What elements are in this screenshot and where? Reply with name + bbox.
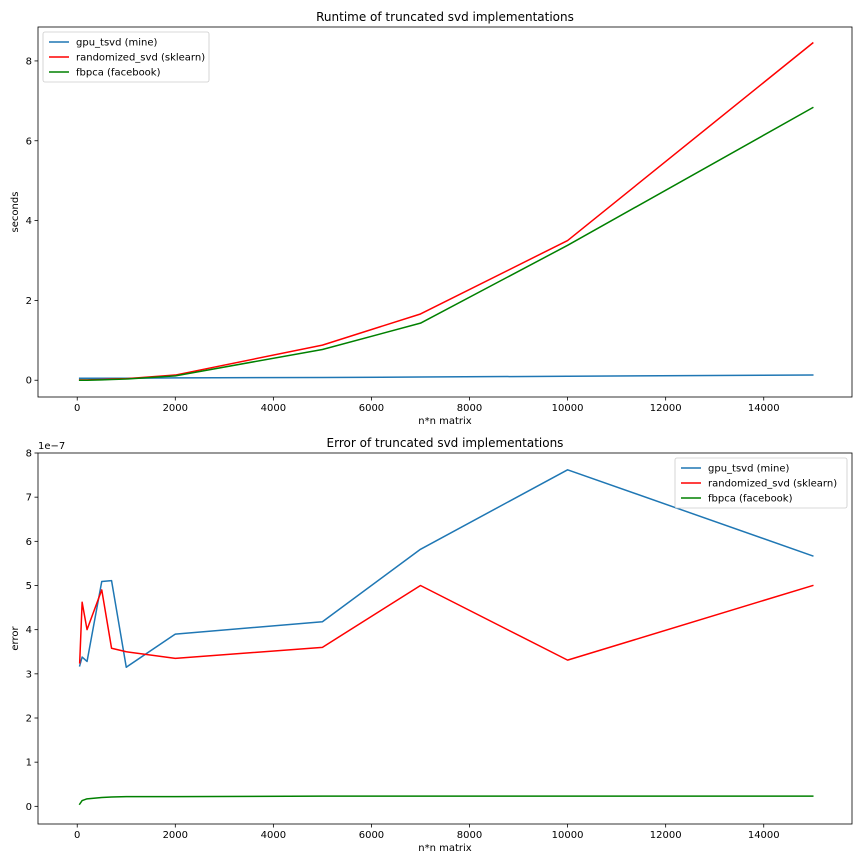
y-tick-label: 3 xyxy=(26,669,32,680)
chart-title: Error of truncated svd implementations xyxy=(327,436,564,450)
x-tick-label: 8000 xyxy=(457,830,482,841)
series-line-3 xyxy=(78,795,814,806)
legend-label: randomized_svd (sklearn) xyxy=(76,53,205,64)
y-tick-label: 2 xyxy=(26,296,32,307)
legend-label: randomized_svd (sklearn) xyxy=(708,479,837,490)
legend-box xyxy=(42,31,210,83)
legend-label: gpu_tsvd (mine) xyxy=(708,464,790,475)
x-tick-label: 6000 xyxy=(359,830,384,841)
x-axis-label: n*n matrix xyxy=(418,843,472,854)
y-axis-label: error xyxy=(10,626,21,651)
axes-frame xyxy=(37,452,853,825)
series-line-1 xyxy=(78,374,814,379)
x-tick-label: 4000 xyxy=(261,830,286,841)
legend-label: fbpca (facebook) xyxy=(708,494,793,505)
x-tick-label: 4000 xyxy=(261,403,286,414)
chart-2: Error of truncated svd implementations 0 2… xyxy=(10,436,853,854)
y-tick-label: 2 xyxy=(26,714,32,725)
y-tick-label: 0 xyxy=(26,376,32,387)
x-tick-label: 12000 xyxy=(650,830,682,841)
chart-1: Runtime of truncated svd implementations… xyxy=(10,10,853,427)
x-tick-label: 10000 xyxy=(552,830,584,841)
y-tick-label: 7 xyxy=(26,493,32,504)
y-tick-label: 6 xyxy=(26,537,32,548)
x-tick-label: 12000 xyxy=(650,403,682,414)
x-tick-label: 2000 xyxy=(163,830,188,841)
y-tick-label: 1 xyxy=(26,758,32,769)
legend-label: gpu_tsvd (mine) xyxy=(76,38,158,49)
legend-box xyxy=(674,457,848,509)
y-tick-label: 4 xyxy=(26,216,32,227)
series-line-3 xyxy=(78,106,814,381)
y-tick-label: 5 xyxy=(26,581,32,592)
x-tick-label: 8000 xyxy=(457,403,482,414)
x-tick-label: 2000 xyxy=(163,403,188,414)
series-group xyxy=(78,469,814,806)
legend-label: fbpca (facebook) xyxy=(76,68,161,79)
series-line-2 xyxy=(78,584,814,664)
y-tick-label: 6 xyxy=(26,136,32,147)
legend: gpu_tsvd (mine) randomized_svd (sklearn) f… xyxy=(674,457,848,509)
x-tick-label: 14000 xyxy=(748,830,780,841)
x-tick-label: 0 xyxy=(74,830,80,841)
y-tick-label: 0 xyxy=(26,802,32,813)
y-offset-label: 1e−7 xyxy=(38,441,65,452)
series-line-2 xyxy=(78,41,814,381)
axes-frame xyxy=(37,26,853,398)
y-axis-label: seconds xyxy=(10,192,21,233)
y-tick-label: 4 xyxy=(26,625,32,636)
series-line-1 xyxy=(78,469,814,668)
x-tick-label: 6000 xyxy=(359,403,384,414)
series-group xyxy=(78,41,814,381)
legend: gpu_tsvd (mine) randomized_svd (sklearn) f… xyxy=(42,31,210,83)
x-tick-label: 14000 xyxy=(748,403,780,414)
chart-title: Runtime of truncated svd implementations xyxy=(316,10,574,24)
x-tick-label: 0 xyxy=(74,403,80,414)
y-tick-label: 8 xyxy=(26,449,32,460)
x-axis-label: n*n matrix xyxy=(418,416,472,427)
x-tick-label: 10000 xyxy=(552,403,584,414)
y-tick-label: 8 xyxy=(26,56,32,67)
